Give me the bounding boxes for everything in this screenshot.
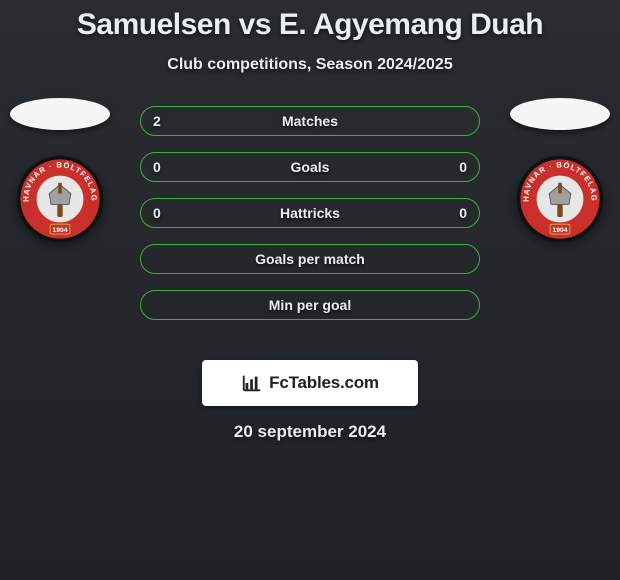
stat-bar-goals-per-match: Goals per match	[140, 244, 480, 274]
stat-bar-matches: 2 Matches	[140, 106, 480, 136]
right-club-crest: HAVNAR · BÓLTFELAG 1904	[515, 154, 605, 244]
crest-year: 1904	[552, 227, 567, 234]
stat-right-value: 0	[459, 205, 467, 221]
site-badge: FcTables.com	[202, 360, 418, 406]
stat-label: Goals per match	[255, 251, 365, 267]
stat-bar-min-per-goal: Min per goal	[140, 290, 480, 320]
crest-year: 1904	[52, 227, 67, 234]
stat-right-value: 0	[459, 159, 467, 175]
site-badge-text: FcTables.com	[269, 373, 379, 393]
left-flag-ellipse	[10, 98, 110, 130]
stats-bars: 2 Matches 0 Goals 0 0 Hattricks 0 Goals …	[140, 106, 480, 336]
stat-label: Min per goal	[269, 297, 351, 313]
stat-left-value: 0	[153, 205, 161, 221]
page-subtitle: Club competitions, Season 2024/2025	[0, 56, 620, 74]
stat-label: Hattricks	[280, 205, 340, 221]
stats-area: HAVNAR · BÓLTFELAG 1904 HAVNAR ·	[0, 106, 620, 356]
chart-icon	[241, 372, 263, 394]
left-club-crest: HAVNAR · BÓLTFELAG 1904	[15, 154, 105, 244]
left-player-column: HAVNAR · BÓLTFELAG 1904	[10, 98, 110, 244]
stat-label: Matches	[282, 113, 338, 129]
stat-left-value: 0	[153, 159, 161, 175]
date-line: 20 september 2024	[0, 422, 620, 442]
page-title: Samuelsen vs E. Agyemang Duah	[0, 8, 620, 42]
stat-left-value: 2	[153, 113, 161, 129]
right-flag-ellipse	[510, 98, 610, 130]
stat-bar-hattricks: 0 Hattricks 0	[140, 198, 480, 228]
stat-label: Goals	[291, 159, 330, 175]
right-player-column: HAVNAR · BÓLTFELAG 1904	[510, 98, 610, 244]
stat-bar-goals: 0 Goals 0	[140, 152, 480, 182]
